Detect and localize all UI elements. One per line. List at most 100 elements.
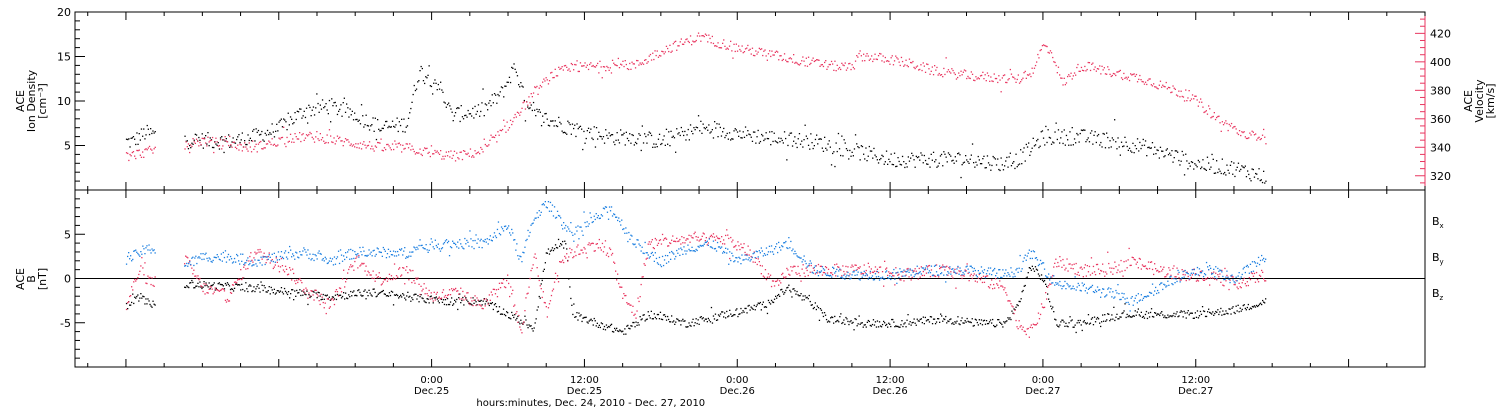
bx-point-211 [369, 292, 371, 294]
bx-point-984 [1157, 313, 1159, 315]
density-point-593 [834, 165, 836, 168]
bz-point-782 [951, 275, 953, 277]
velocity-point-506 [734, 50, 736, 53]
velocity-point-233 [421, 154, 423, 157]
velocity-point-879 [1162, 84, 1164, 86]
bz-point-145 [302, 290, 304, 292]
bz-point-817 [986, 275, 989, 277]
bx-point-102 [258, 287, 260, 289]
density-point-630 [876, 159, 878, 161]
velocity-point-919 [1208, 105, 1210, 107]
bx-point-1045 [1219, 311, 1221, 313]
velocity-point-947 [1240, 134, 1242, 137]
density-point-856 [1135, 148, 1138, 150]
bx-point-946 [1118, 318, 1120, 320]
density-point-643 [891, 163, 893, 166]
density-point-448 [668, 131, 670, 133]
velocity-point-566 [803, 60, 805, 62]
density-point-940 [1232, 173, 1234, 175]
velocity-point-138 [312, 138, 315, 140]
density-point-348 [553, 125, 555, 127]
bx-point-1083 [1257, 304, 1260, 307]
bx-point-966 [1138, 314, 1140, 316]
velocity-point-471 [694, 41, 696, 43]
density-point-818 [1092, 143, 1094, 145]
bx-point-412 [574, 316, 576, 318]
by-point-564 [729, 251, 731, 253]
bz-point-600 [765, 279, 768, 281]
density-point-441 [660, 143, 662, 146]
bx-point-458 [621, 331, 623, 333]
velocity-point-450 [670, 51, 672, 53]
density-point-223 [410, 107, 412, 110]
legend-entry-sub: y [1440, 258, 1444, 266]
density-point-654 [904, 166, 906, 169]
bz-point-252 [411, 281, 413, 284]
bx-point-535 [699, 316, 701, 319]
velocity-point-424 [640, 63, 642, 66]
by-point-595 [760, 247, 762, 249]
bz-point-94 [250, 252, 252, 254]
velocity-point-579 [818, 59, 820, 61]
velocity-point-547 [781, 59, 783, 62]
by-point-173 [330, 260, 332, 262]
bz-point-1026 [1199, 271, 1202, 273]
bx-point-15 [141, 297, 143, 299]
density-point-896 [1181, 150, 1183, 153]
velocity-point-307 [506, 121, 508, 123]
by-point-181 [338, 262, 341, 265]
bx-point-52 [207, 286, 209, 288]
bx-point-566 [731, 315, 733, 317]
density-point-494 [720, 135, 723, 137]
bz-point-714 [881, 271, 884, 273]
density-point-811 [1084, 129, 1086, 131]
density-point-720 [979, 163, 982, 165]
velocity-point-911 [1198, 101, 1201, 103]
density-point-29 [187, 148, 190, 150]
bz-point-898 [1069, 263, 1071, 265]
bx-point-301 [461, 299, 463, 302]
bz-point-332 [492, 288, 494, 290]
by-point-76 [231, 262, 234, 264]
bz-point-758 [926, 266, 929, 268]
bx-point-346 [507, 312, 509, 314]
velocity-point-899 [1185, 89, 1187, 91]
bz-point-626 [792, 266, 794, 268]
bz-point-147 [304, 292, 306, 294]
bz-point-540 [704, 240, 706, 242]
density-point-211 [396, 117, 398, 119]
velocity-point-440 [658, 54, 661, 57]
bx-point-43 [198, 286, 200, 288]
velocity-point-927 [1217, 115, 1219, 118]
bx-point-207 [365, 298, 367, 300]
bx-point-347 [508, 317, 510, 319]
bz-point-193 [351, 266, 353, 268]
velocity-point-756 [1021, 79, 1023, 81]
velocity-point-82 [248, 142, 250, 144]
bx-point-1001 [1174, 315, 1176, 318]
bz-point-157 [314, 289, 316, 291]
bx-point-1038 [1212, 311, 1214, 313]
density-point-315 [515, 71, 517, 73]
density-point-536 [769, 131, 771, 133]
bx-point-185 [343, 292, 345, 294]
bx-point-917 [1088, 323, 1091, 325]
velocity-point-493 [719, 47, 721, 49]
bz-point-409 [571, 249, 573, 251]
bz-point-930 [1102, 263, 1104, 265]
velocity-point-746 [1009, 68, 1011, 71]
by-point-59 [214, 256, 216, 259]
by-point-103 [259, 262, 261, 264]
bx-point-254 [413, 294, 415, 296]
bx-point-531 [695, 318, 697, 320]
density-point-602 [844, 142, 846, 144]
by-point-553 [717, 246, 720, 248]
velocity-point-528 [759, 48, 762, 51]
density-point-668 [920, 152, 922, 154]
bx-point-116 [272, 292, 274, 294]
velocity-point-936 [1227, 129, 1229, 132]
density-point-177 [357, 120, 359, 122]
density-point-629 [875, 156, 877, 158]
bx-point-857 [1027, 272, 1029, 274]
legend-entry-by: By [1432, 251, 1444, 266]
